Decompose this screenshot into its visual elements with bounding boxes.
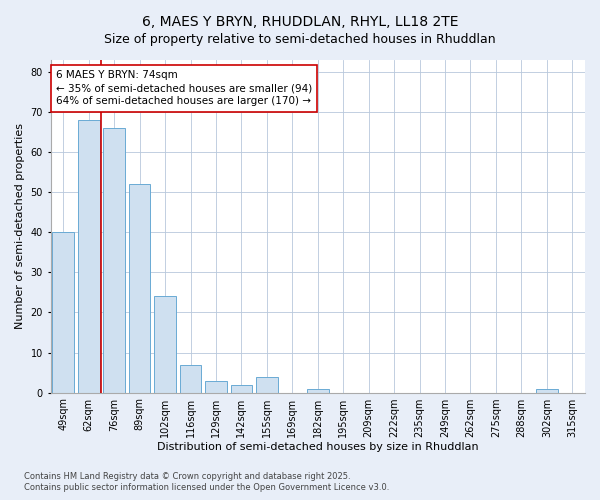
- Bar: [78, 120, 100, 392]
- Bar: [256, 376, 278, 392]
- Bar: [103, 128, 125, 392]
- Bar: [129, 184, 151, 392]
- Text: Contains HM Land Registry data © Crown copyright and database right 2025.
Contai: Contains HM Land Registry data © Crown c…: [24, 472, 389, 492]
- Text: Size of property relative to semi-detached houses in Rhuddlan: Size of property relative to semi-detach…: [104, 32, 496, 46]
- Bar: [180, 364, 202, 392]
- X-axis label: Distribution of semi-detached houses by size in Rhuddlan: Distribution of semi-detached houses by …: [157, 442, 479, 452]
- Y-axis label: Number of semi-detached properties: Number of semi-detached properties: [15, 124, 25, 330]
- Bar: [154, 296, 176, 392]
- Bar: [230, 384, 252, 392]
- Bar: [307, 388, 329, 392]
- Text: 6 MAES Y BRYN: 74sqm
← 35% of semi-detached houses are smaller (94)
64% of semi-: 6 MAES Y BRYN: 74sqm ← 35% of semi-detac…: [56, 70, 312, 106]
- Bar: [52, 232, 74, 392]
- Bar: [536, 388, 557, 392]
- Text: 6, MAES Y BRYN, RHUDDLAN, RHYL, LL18 2TE: 6, MAES Y BRYN, RHUDDLAN, RHYL, LL18 2TE: [142, 15, 458, 29]
- Bar: [205, 380, 227, 392]
